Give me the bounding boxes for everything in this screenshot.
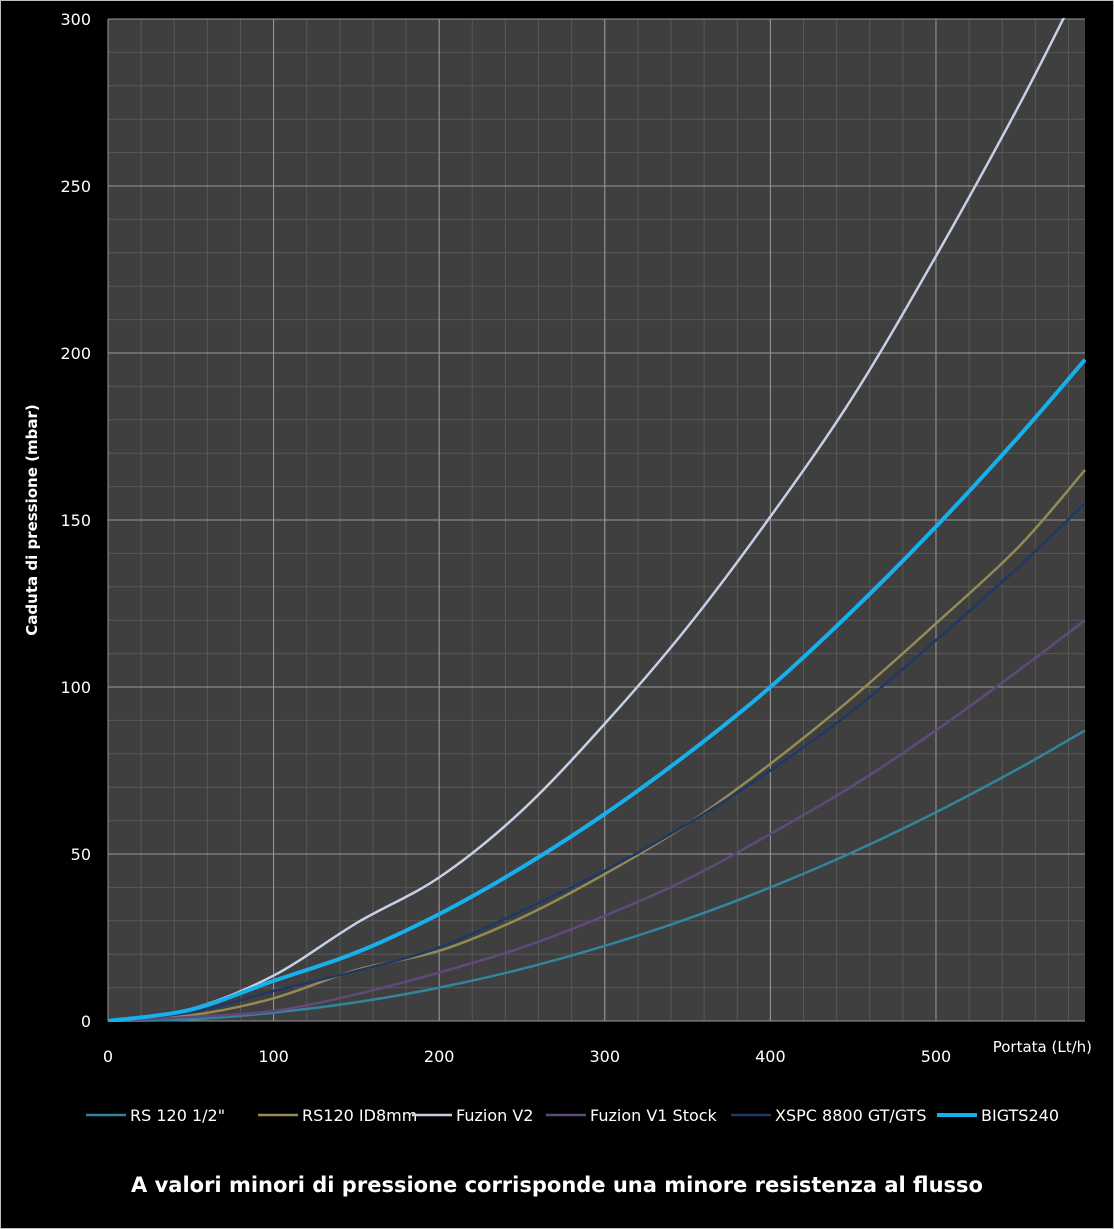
y-tick-labels: 0 50 100 150 200 250 300: [60, 10, 91, 1031]
x-tick-label: 0: [103, 1047, 113, 1066]
major-gridlines: [107, 18, 1085, 1022]
series-line-2: [108, 18, 1066, 1022]
series-layer: [108, 18, 1086, 1022]
series-line-0: [108, 729, 1086, 1022]
legend-label-1: RS120 ID8mm: [302, 1106, 417, 1125]
series-line-1: [108, 469, 1086, 1022]
y-tick-label: 50: [71, 845, 91, 864]
y-tick-label: 100: [60, 678, 91, 697]
legend-label-4: XSPC 8800 GT/GTS: [775, 1106, 927, 1125]
legend-label-3: Fuzion V1 Stock: [590, 1106, 718, 1125]
x-tick-label: 100: [258, 1047, 289, 1066]
legend-label-2: Fuzion V2: [456, 1106, 533, 1125]
y-tick-label: 200: [60, 344, 91, 363]
legend-label-5: BIGTS240: [981, 1106, 1059, 1125]
y-tick-label: 0: [81, 1012, 91, 1031]
y-axis-title: Caduta di pressione (mbar): [23, 404, 41, 635]
y-tick-label: 150: [60, 511, 91, 530]
series-line-3: [108, 619, 1086, 1022]
y-tick-label: 250: [60, 177, 91, 196]
x-axis-title: Portata (Lt/h): [993, 1038, 1092, 1056]
legend: RS 120 1/2" RS120 ID8mm Fuzion V2 Fuzion V1…: [86, 1106, 1059, 1125]
x-tick-label: 200: [424, 1047, 455, 1066]
x-tick-labels: 0 100 200 300 400 500: [103, 1047, 951, 1066]
chart-caption: A valori minori di pressione corrisponde…: [131, 1173, 983, 1197]
x-tick-label: 300: [590, 1047, 621, 1066]
series-line-5: [108, 358, 1086, 1022]
y-tick-label: 300: [60, 10, 91, 29]
legend-label-0: RS 120 1/2": [130, 1106, 225, 1125]
series-line-4: [108, 502, 1086, 1022]
x-tick-label: 500: [921, 1047, 952, 1066]
x-tick-label: 400: [755, 1047, 786, 1066]
